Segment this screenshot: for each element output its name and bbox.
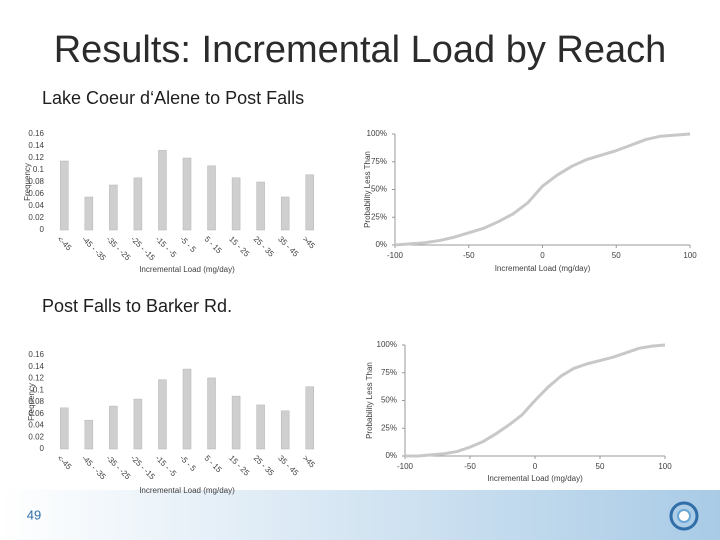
x-tick-label: -25 - -15: [129, 454, 157, 482]
x-tick-label: 50: [612, 251, 621, 260]
y-tick-label: 25%: [381, 423, 397, 432]
y-tick-label: 0.02: [28, 213, 44, 222]
x-tick-label: -45 - -35: [80, 235, 108, 263]
y-tick-label: 25%: [371, 212, 387, 221]
x-tick-label: <-45: [55, 454, 73, 472]
cdf-line: [405, 343, 666, 458]
bar: [109, 184, 118, 231]
bar: [158, 149, 167, 231]
y-tick-label: 0.08: [28, 177, 44, 186]
bar: [60, 407, 69, 450]
y-axis-label: Probability Less Than: [365, 362, 374, 439]
x-tick-label: -35 - -25: [104, 454, 132, 482]
y-tick-label: 0.14: [28, 141, 44, 150]
y-tick-label: 0.02: [28, 432, 44, 441]
y-tick-label: 100%: [367, 129, 387, 138]
section-title: Lake Coeur d‘Alene to Post Falls: [42, 88, 304, 108]
x-tick-label: 25 - 35: [252, 235, 276, 259]
footer-band: [0, 490, 720, 540]
bar: [133, 398, 143, 450]
y-tick-label: 0.06: [28, 189, 44, 198]
y-tick-label: 0%: [375, 240, 387, 249]
y-axis-label: Frequency: [27, 383, 36, 421]
cdf-line: [394, 132, 691, 247]
x-tick-label: 5 - 15: [203, 454, 224, 475]
y-tick-label: 0.04: [28, 421, 44, 430]
x-tick-label: -15 - -5: [154, 235, 179, 260]
x-tick-label: -50: [464, 462, 476, 471]
y-tick-label: 0.12: [28, 153, 44, 162]
y-axis-label: Frequency: [23, 163, 32, 201]
y-tick-label: 0%: [385, 451, 397, 460]
x-tick-label: -35 - -25: [104, 235, 132, 263]
y-tick-label: 0.16: [28, 350, 44, 359]
logo: [669, 501, 699, 531]
x-tick-label: -100: [387, 251, 404, 260]
x-tick-label: -25 - -15: [129, 235, 157, 263]
page-number: 49: [27, 507, 41, 522]
bar: [84, 419, 94, 450]
x-tick-label: 15 - 25: [227, 235, 251, 259]
x-tick-label: -100: [397, 462, 414, 471]
y-tick-label: 100%: [377, 340, 397, 349]
x-axis-label: Incremental Load (mg/day): [139, 265, 235, 274]
x-tick-label: -45 - -35: [80, 454, 108, 482]
bar: [280, 196, 290, 231]
y-tick-label: 0.1: [33, 385, 45, 394]
section-title: Post Falls to Barker Rd.: [42, 296, 232, 316]
bar: [256, 404, 265, 450]
bar: [60, 160, 69, 231]
bar: [182, 157, 192, 231]
bar: [84, 196, 94, 231]
bar: [305, 174, 314, 231]
y-tick-label: 0: [40, 225, 45, 234]
bar: [133, 177, 143, 231]
bar: [207, 377, 216, 450]
x-tick-label: 0: [533, 462, 538, 471]
y-tick-label: 0.12: [28, 374, 44, 383]
y-tick-label: 50%: [381, 396, 397, 405]
bar: [109, 405, 118, 450]
y-tick-label: 0.08: [28, 397, 44, 406]
x-tick-label: 35 - 45: [276, 454, 300, 478]
x-tick-label: >45: [301, 235, 317, 251]
x-tick-label: 50: [596, 462, 605, 471]
slide-title: Results: Incremental Load by Reach: [54, 29, 667, 71]
y-tick-label: 50%: [371, 185, 387, 194]
bar: [305, 386, 314, 450]
y-tick-label: 0.16: [28, 129, 44, 138]
x-tick-label: -15 - -5: [154, 454, 179, 479]
y-tick-label: 0: [40, 444, 45, 453]
x-tick-label: -5 - 5: [178, 235, 198, 255]
y-tick-label: 75%: [381, 368, 397, 377]
bar: [231, 177, 241, 231]
bar: [207, 165, 216, 231]
bar: [158, 379, 167, 450]
x-axis-label: Incremental Load (mg/day): [495, 264, 591, 273]
x-tick-label: 0: [540, 251, 545, 260]
x-tick-label: 15 - 25: [227, 454, 251, 478]
bar: [256, 181, 265, 231]
x-tick-label: 100: [683, 251, 697, 260]
y-tick-label: 0.06: [28, 409, 44, 418]
x-tick-label: -50: [463, 251, 475, 260]
bar: [231, 395, 241, 450]
y-tick-label: 0.1: [33, 165, 45, 174]
x-tick-label: <-45: [55, 235, 73, 253]
x-tick-label: 5 - 15: [203, 235, 224, 256]
x-tick-label: -5 - 5: [178, 454, 198, 474]
y-tick-label: 0.14: [28, 362, 44, 371]
y-axis-label: Probability Less Than: [363, 151, 372, 228]
x-tick-label: 25 - 35: [252, 454, 276, 478]
y-tick-label: 0.04: [28, 201, 44, 210]
x-tick-label: 35 - 45: [276, 235, 300, 259]
x-axis-label: Incremental Load (mg/day): [487, 474, 583, 483]
x-tick-label: >45: [301, 454, 317, 470]
x-axis-label: Incremental Load (mg/day): [139, 486, 235, 495]
y-tick-label: 75%: [371, 157, 387, 166]
x-tick-label: 100: [658, 462, 672, 471]
bar: [280, 410, 290, 450]
bar: [182, 368, 192, 450]
